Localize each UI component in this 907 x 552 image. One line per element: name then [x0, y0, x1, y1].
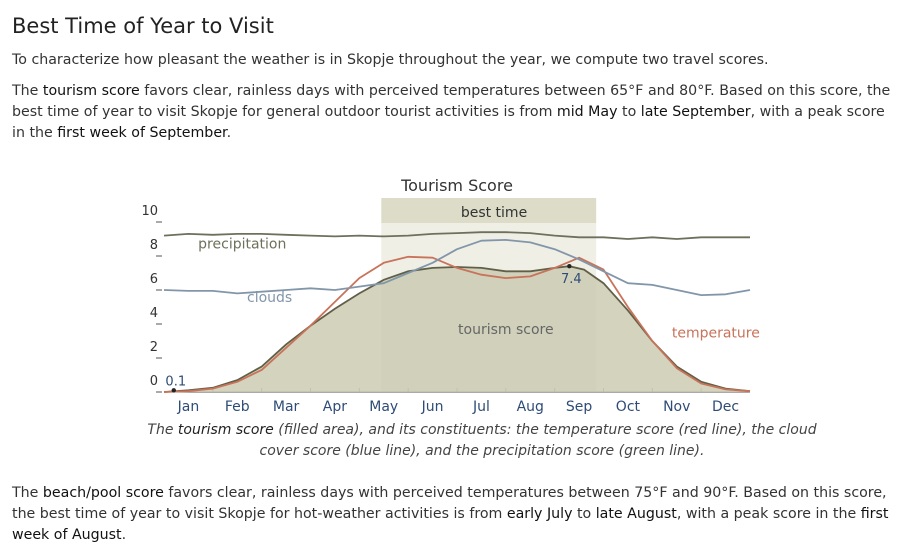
annotation-dot	[171, 388, 176, 393]
tourism-paragraph: The tourism score favors clear, rainless…	[12, 81, 897, 144]
x-tick-label: Jun	[421, 399, 444, 415]
text-fragment: (filled area), and its constituents: the…	[259, 422, 817, 459]
x-tick-label: Sep	[566, 399, 593, 415]
annotation-dot	[567, 264, 572, 269]
clouds-line	[163, 239, 751, 296]
x-tick-label: Jan	[177, 399, 200, 415]
y-tick-label: 4	[150, 306, 158, 321]
x-tick-label: Feb	[225, 399, 250, 415]
section-heading: Best Time of Year to Visit	[12, 14, 274, 38]
beach-score-term: beach/pool score	[42, 485, 164, 501]
tourism-score-term: tourism score	[42, 83, 140, 99]
tourism-score-area	[164, 266, 750, 392]
precipitation-line	[163, 231, 750, 240]
x-tick-label: Jul	[472, 399, 490, 415]
text-fragment: .	[226, 125, 232, 141]
text-fragment: The	[12, 83, 43, 99]
x-tick-label: Apr	[323, 399, 347, 415]
text-fragment: favors clear, rainless days with perceiv…	[12, 83, 891, 120]
tourism-peak: first week of September	[57, 125, 227, 141]
annotation-label: 7.4	[561, 272, 582, 287]
text-fragment: The	[147, 422, 178, 438]
beach-start: early July	[506, 506, 573, 522]
clouds-label: clouds	[247, 290, 292, 306]
y-tick-label: 8	[150, 238, 158, 253]
y-tick-label: 0	[150, 374, 158, 389]
text-fragment: .	[121, 527, 127, 543]
x-tick-label: Oct	[616, 399, 641, 415]
text-fragment: , with a peak score in the	[12, 104, 885, 141]
y-tick-label: 10	[141, 204, 158, 219]
x-tick-label: Dec	[712, 399, 739, 415]
chart-title: Tourism Score	[400, 176, 513, 195]
tourism-score-label: tourism score	[458, 322, 554, 338]
temperature-label: temperature	[672, 326, 760, 342]
beach-peak: first week of August	[12, 506, 889, 543]
beach-end: late August	[595, 506, 677, 522]
text-fragment: to	[617, 104, 641, 120]
y-tick-label: 6	[150, 272, 158, 287]
annotation-label: 0.1	[165, 374, 186, 389]
best-time-header-band	[381, 198, 597, 223]
text-fragment: , with a peak score in the	[676, 506, 861, 522]
best-time-label: best time	[461, 205, 527, 221]
x-tick-label: May	[369, 399, 398, 415]
text-fragment: to	[572, 506, 596, 522]
caption-term: tourism score	[177, 422, 274, 438]
text-fragment: The	[12, 485, 43, 501]
beach-paragraph: The beach/pool score favors clear, rainl…	[12, 483, 897, 546]
tourism-start: mid May	[556, 104, 618, 120]
y-tick-label: 2	[150, 340, 158, 355]
tourism-end: late September	[640, 104, 751, 120]
temperature-line	[163, 255, 751, 393]
x-tick-label: Nov	[663, 399, 690, 415]
precipitation-label: precipitation	[198, 236, 286, 252]
text-fragment: favors clear, rainless days with perceiv…	[12, 485, 887, 522]
x-tick-label: Aug	[517, 399, 544, 415]
chart-caption: The tourism score (filled area), and its…	[142, 420, 822, 462]
tourism-score-chart: 0 2 4 6 8 10 Jan Feb Mar Apr May Jun Jul Aug Sep Oct Nov…	[141, 176, 760, 415]
x-tick-label: Mar	[273, 399, 300, 415]
intro-paragraph: To characterize how pleasant the weather…	[12, 52, 769, 68]
